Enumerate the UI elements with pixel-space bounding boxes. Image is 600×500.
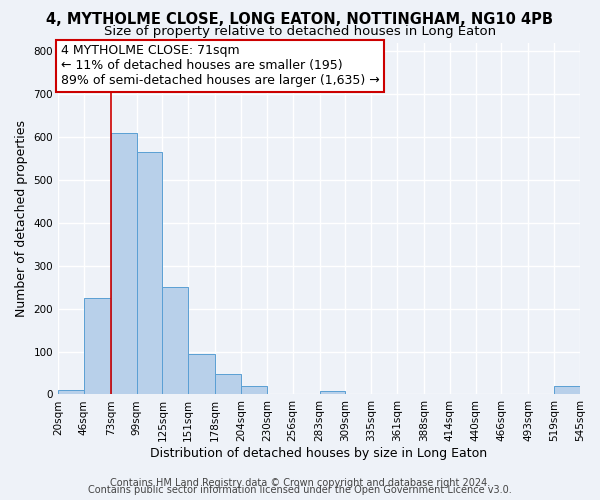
- Text: 4, MYTHOLME CLOSE, LONG EATON, NOTTINGHAM, NG10 4PB: 4, MYTHOLME CLOSE, LONG EATON, NOTTINGHA…: [47, 12, 554, 28]
- Text: Size of property relative to detached houses in Long Eaton: Size of property relative to detached ho…: [104, 25, 496, 38]
- Bar: [58, 390, 84, 394]
- Bar: [554, 386, 580, 394]
- Bar: [320, 391, 346, 394]
- Y-axis label: Number of detached properties: Number of detached properties: [15, 120, 28, 317]
- Text: 4 MYTHOLME CLOSE: 71sqm
← 11% of detached houses are smaller (195)
89% of semi-d: 4 MYTHOLME CLOSE: 71sqm ← 11% of detache…: [61, 44, 379, 88]
- X-axis label: Distribution of detached houses by size in Long Eaton: Distribution of detached houses by size …: [151, 447, 488, 460]
- Bar: [137, 152, 163, 394]
- Bar: [241, 386, 267, 394]
- Bar: [111, 132, 137, 394]
- Bar: [215, 374, 241, 394]
- Bar: [84, 298, 111, 394]
- Bar: [188, 354, 215, 395]
- Text: Contains public sector information licensed under the Open Government Licence v3: Contains public sector information licen…: [88, 485, 512, 495]
- Bar: [163, 287, 188, 395]
- Text: Contains HM Land Registry data © Crown copyright and database right 2024.: Contains HM Land Registry data © Crown c…: [110, 478, 490, 488]
